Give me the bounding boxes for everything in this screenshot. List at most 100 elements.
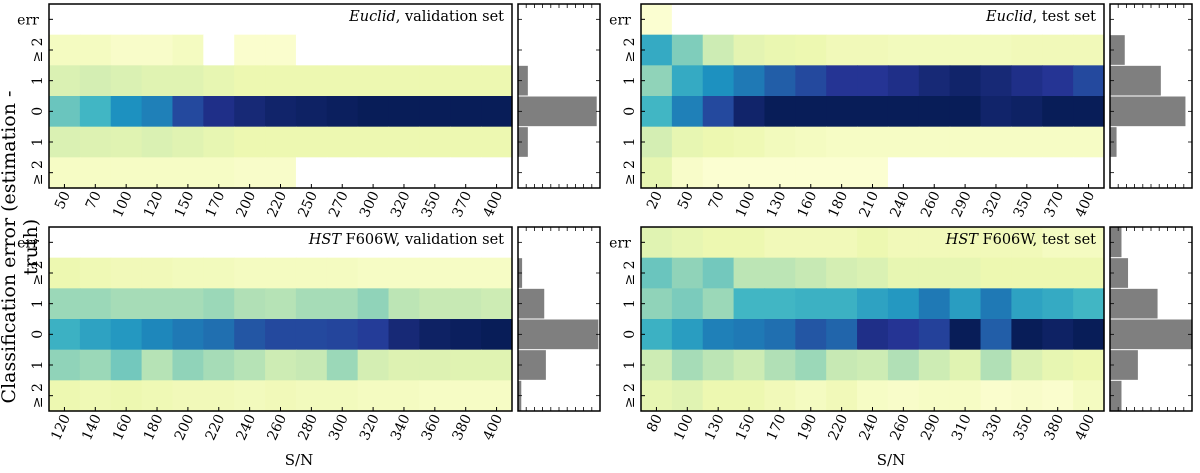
heatmap-cell — [671, 96, 704, 128]
heatmap-cell — [733, 157, 766, 189]
heatmap-cell — [49, 96, 81, 128]
heatmap-cell — [388, 65, 420, 97]
x-tick-label: 220 — [825, 412, 851, 443]
heatmap-cell — [172, 227, 204, 259]
heatmap-cell — [326, 126, 359, 158]
x-tick-label: 20 — [644, 189, 666, 212]
heatmap-cell — [764, 227, 796, 259]
heatmap-cell — [234, 157, 266, 189]
heatmap-cell — [764, 349, 796, 381]
heatmap-cell — [1073, 288, 1105, 320]
y-tick-label: ≥ 2 — [622, 260, 638, 285]
heatmap-cell — [203, 157, 235, 189]
heatmap-cell — [110, 65, 143, 97]
heatmap-cell — [887, 319, 920, 351]
heatmap-cell — [949, 257, 982, 289]
heatmap-cell — [357, 157, 390, 189]
heatmap-cell — [641, 96, 673, 128]
heatmap-cell — [388, 319, 420, 351]
y-tick-label: ≥ 2 — [30, 37, 46, 62]
heatmap-cell — [172, 157, 204, 189]
histogram-bar — [1110, 288, 1158, 319]
heatmap-cell — [450, 4, 482, 36]
heatmap-cell — [357, 288, 390, 320]
heatmap-cell — [795, 319, 827, 351]
heatmap-cell — [887, 65, 920, 97]
histogram-frame — [517, 3, 601, 189]
heatmap-cell — [388, 96, 420, 128]
heatmap-cell — [826, 257, 858, 289]
x-tick-label: 400 — [1072, 412, 1098, 443]
heatmap-cell — [857, 65, 889, 97]
heatmap-cell — [671, 157, 704, 189]
heatmap-cell — [481, 65, 513, 97]
heatmap-cell — [980, 257, 1012, 289]
heatmap-cell — [326, 96, 359, 128]
heatmap-cell — [79, 65, 112, 97]
heatmap-cell — [671, 4, 704, 36]
heatmap-cell — [641, 319, 673, 351]
x-tick-label: 260 — [264, 412, 290, 443]
heatmap-cell — [326, 380, 359, 412]
heatmap-cell — [733, 34, 766, 66]
heatmap-panel-4: 80 100 130 150 170 190 220 240 260 290 310 330 350 38… — [609, 226, 1105, 443]
heatmap-cell — [671, 34, 704, 66]
heatmap-cell — [641, 227, 673, 259]
heatmap-cell — [918, 319, 951, 351]
heatmap-cell — [79, 319, 112, 351]
heatmap-cell — [826, 96, 858, 128]
heatmap-cell — [1042, 349, 1074, 381]
heatmap-cell — [265, 34, 297, 66]
heatmap-cell — [141, 319, 174, 351]
heatmap-cell — [203, 380, 235, 412]
heatmap-cell — [265, 157, 297, 189]
x-tick-label: 130 — [702, 412, 728, 443]
x-tick-label: 340 — [388, 412, 414, 443]
heatmap-cell — [980, 227, 1012, 259]
heatmap-cell — [764, 257, 796, 289]
y-tick-label: 0 — [30, 107, 46, 116]
y-tick-label: 1 — [622, 138, 638, 147]
heatmap-cell — [702, 96, 735, 128]
heatmap-cell — [949, 319, 982, 351]
y-tick-label: 1 — [30, 361, 46, 370]
heatmap-cell — [141, 34, 174, 66]
heatmap-cell — [826, 34, 858, 66]
heatmap-cell — [1073, 65, 1105, 97]
heatmap-cell — [702, 65, 735, 97]
x-tick-label: 180 — [141, 412, 167, 443]
panel-title-italic: HST — [945, 232, 980, 248]
heatmap-cell — [141, 227, 174, 259]
heatmap-cell — [1011, 65, 1043, 97]
heatmap-cell — [481, 227, 513, 259]
histogram-panel-3 — [517, 226, 601, 412]
histogram-bar — [518, 65, 528, 96]
heatmap-cell — [826, 319, 858, 351]
heatmap-cell — [110, 4, 143, 36]
x-tick-label: 350 — [1011, 189, 1037, 220]
histogram-panel-4 — [1109, 226, 1193, 412]
heatmap-cell — [265, 4, 297, 36]
heatmap-cell — [419, 96, 451, 128]
x-tick-label: 240 — [856, 412, 882, 443]
heatmap-cell — [450, 96, 482, 128]
heatmap-cell — [234, 349, 266, 381]
heatmap-cell — [641, 349, 673, 381]
heatmap-cell — [795, 227, 827, 259]
heatmap-cell — [733, 126, 766, 158]
x-tick-label: 100 — [671, 412, 697, 443]
histogram-bar — [1110, 96, 1186, 127]
heatmap-cell — [702, 157, 735, 189]
heatmap-cell — [203, 257, 235, 289]
heatmap-cell — [110, 157, 143, 189]
heatmap-cell — [857, 126, 889, 158]
heatmap-cell — [1011, 96, 1043, 128]
heatmap-cell — [918, 288, 951, 320]
heatmap-cell — [265, 349, 297, 381]
x-tick-label: 100 — [110, 189, 136, 220]
heatmap-cell — [980, 126, 1012, 158]
heatmap-cell — [733, 319, 766, 351]
histogram-panel-1 — [517, 3, 601, 189]
heatmap-cell — [1073, 349, 1105, 381]
heatmap-cell — [887, 4, 920, 36]
